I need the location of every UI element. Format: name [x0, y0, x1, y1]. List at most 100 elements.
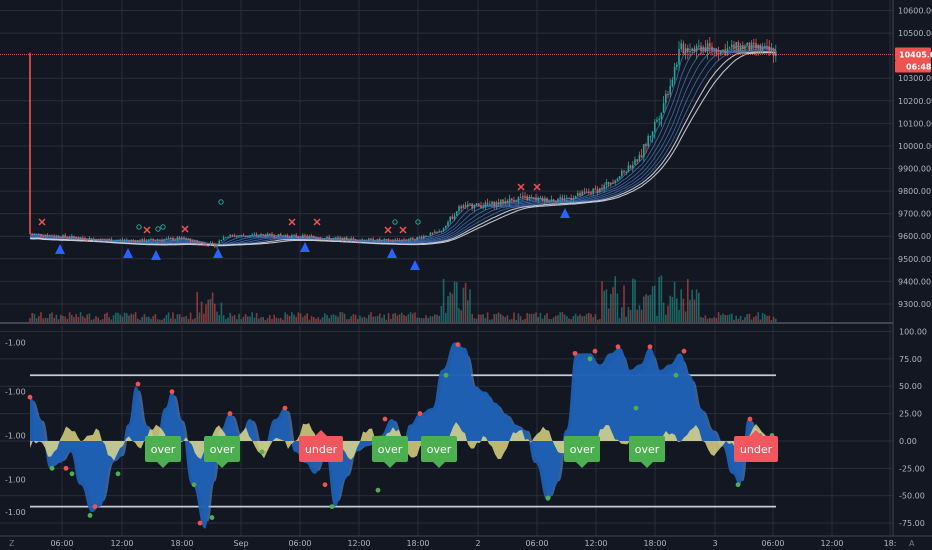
candle-body	[335, 237, 337, 239]
badge-pointer	[576, 462, 588, 468]
badge-pointer	[216, 462, 228, 468]
volume-bar	[152, 315, 154, 322]
volume-bar	[720, 315, 722, 322]
candle-body	[313, 236, 315, 238]
volume-bar	[480, 314, 482, 322]
volume-bar	[577, 316, 579, 322]
volume-bar	[662, 302, 665, 322]
badge-over: over	[204, 436, 240, 468]
volume-bar	[403, 315, 405, 322]
osc-tick: 100.00	[899, 327, 927, 336]
volume-bar	[407, 314, 410, 322]
volume-bar	[423, 318, 425, 322]
volume-bar	[563, 314, 566, 322]
volume-bar	[352, 314, 355, 322]
oscillator-dot-red	[27, 394, 33, 400]
volume-bar	[398, 314, 401, 322]
candle-body	[255, 234, 258, 236]
candle-body	[706, 43, 709, 52]
volume-bar	[286, 314, 289, 322]
volume-bar	[484, 317, 487, 322]
ma-line	[29, 52, 776, 247]
candle-body	[511, 198, 513, 200]
candle-body	[733, 44, 735, 49]
volume-bar	[328, 318, 330, 322]
volume-bar	[640, 309, 643, 322]
candle-body	[678, 49, 680, 65]
oscillator-axis[interactable]: 100.00 75.00 50.00 25.00 0.00 -25.00 -50.00 -75…	[899, 327, 927, 528]
volume-bar	[185, 315, 187, 322]
price-tick: 9900.00	[898, 165, 931, 174]
volume-bar	[689, 299, 691, 322]
volume-bar	[119, 314, 121, 322]
volume-bar	[436, 314, 438, 322]
volume-bar	[315, 318, 317, 322]
candle-body	[731, 44, 733, 48]
volume-bar	[557, 315, 559, 322]
volume-bar	[343, 313, 346, 322]
candle-body	[766, 45, 768, 47]
volume-bar	[390, 318, 392, 322]
corner-label-left[interactable]: Z	[9, 539, 15, 548]
volume-bar	[447, 295, 449, 322]
candle-body	[605, 182, 608, 186]
badge-box	[204, 436, 240, 462]
candle-body	[44, 235, 47, 237]
volume-bar	[442, 278, 445, 322]
oscillator-dot-red	[135, 381, 141, 387]
candle-body	[647, 136, 649, 147]
candle-body	[130, 240, 132, 242]
volume-bar	[216, 311, 218, 322]
volume-bar	[337, 316, 339, 322]
volume-bar	[163, 318, 165, 322]
candle-body	[739, 45, 742, 51]
volume-bar	[746, 314, 748, 322]
volume-bar	[504, 317, 506, 322]
volume-bar	[156, 319, 159, 322]
time-tick: 06:00	[761, 539, 784, 548]
candle-body	[330, 238, 333, 240]
osc-tick: 50.00	[899, 382, 922, 391]
volume-bar	[183, 316, 185, 322]
volume-bar	[704, 315, 707, 322]
volume-bar	[51, 312, 53, 322]
candle-body	[770, 48, 773, 51]
volume-bar	[616, 293, 619, 322]
candlesticks[interactable]	[29, 37, 777, 249]
volume-bar	[84, 317, 86, 322]
candle-body	[548, 200, 550, 203]
volume-bar	[196, 291, 198, 322]
volume-bar	[288, 315, 291, 322]
price-axis[interactable]: 10600.00 10500.00 10300.00 10200.00 10100.00…	[898, 7, 932, 309]
price-tick: 10100.00	[898, 119, 932, 128]
volume-bar	[255, 313, 258, 322]
volume-bar	[49, 313, 51, 322]
volume-bar	[524, 318, 526, 322]
candle-body	[601, 188, 603, 190]
candle-body	[728, 47, 731, 49]
candle-body	[715, 49, 718, 55]
volume-bar	[528, 313, 531, 322]
volume-bar	[90, 319, 93, 322]
volume-bar	[561, 312, 564, 322]
candle-body	[62, 235, 64, 238]
volume-bar	[761, 313, 764, 322]
volume-bar	[200, 301, 203, 322]
volume-bar	[247, 316, 249, 322]
candle-body	[427, 236, 429, 238]
volume-bar	[115, 312, 117, 322]
candle-body	[236, 236, 238, 238]
candle-body	[86, 239, 88, 241]
candle-body	[229, 235, 231, 237]
candle-body	[134, 240, 137, 243]
volume-bar	[211, 292, 214, 322]
volume-bar	[431, 316, 434, 322]
sell-cross	[384, 226, 392, 234]
time-axis[interactable]: 06:00 12:00 18:00 Sep 06:00 12:00 18:00 2 06:00 1…	[50, 539, 896, 548]
candle-body	[361, 239, 363, 241]
corner-label-right[interactable]: A	[909, 539, 915, 548]
volume-bar	[130, 313, 132, 322]
candle-body	[632, 164, 634, 169]
candle-body	[588, 191, 590, 193]
